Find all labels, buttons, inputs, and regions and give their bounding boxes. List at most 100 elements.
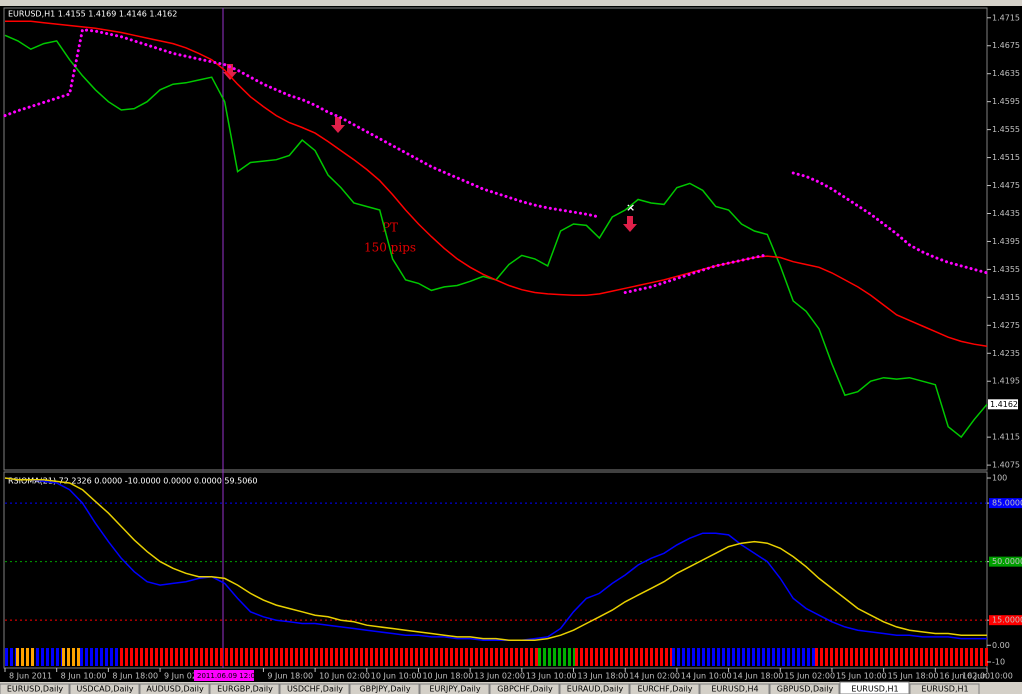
state-bar <box>265 648 268 666</box>
state-bar <box>767 648 770 666</box>
state-bar <box>255 648 258 666</box>
state-bar <box>41 648 44 666</box>
state-bar <box>360 648 363 666</box>
tab[interactable] <box>349 683 420 694</box>
state-bar <box>717 648 720 666</box>
state-bar <box>430 648 433 666</box>
tab[interactable] <box>629 683 700 694</box>
state-bar <box>475 648 478 666</box>
y-tick-label: 1.4635 <box>992 69 1020 78</box>
state-bar <box>175 648 178 666</box>
x-tick-label: 8 Jun 2011 <box>9 672 52 681</box>
tab-label[interactable]: USDCHF,Daily <box>287 685 343 694</box>
state-bar <box>553 648 556 666</box>
tab[interactable] <box>769 683 840 694</box>
x-tick-label: 15 Jun 18:00 <box>888 672 939 681</box>
tab-label[interactable]: EURJPY,Daily <box>429 685 480 694</box>
state-bar <box>985 648 988 666</box>
tab-label[interactable]: USDCAD,Daily <box>76 685 133 694</box>
tab-label[interactable]: EURCHF,Daily <box>637 685 692 694</box>
tab-label[interactable]: GBPCHF,Daily <box>497 685 553 694</box>
state-bar <box>610 648 613 666</box>
state-bar <box>165 648 168 666</box>
state-bar <box>890 648 893 666</box>
tab[interactable] <box>489 683 560 694</box>
state-bar <box>435 648 438 666</box>
tab[interactable] <box>139 683 210 694</box>
state-bar <box>865 648 868 666</box>
state-bar <box>10 648 13 666</box>
state-bar <box>350 648 353 666</box>
tab[interactable] <box>279 683 350 694</box>
x-tick-label: 10 Jun 10:00 <box>371 672 422 681</box>
chart-title: EURUSD,H1 1.4155 1.4169 1.4146 1.4162 <box>8 10 177 19</box>
state-bar <box>935 648 938 666</box>
state-bar <box>190 648 193 666</box>
tab-label[interactable]: GBPUSD,Daily <box>777 685 834 694</box>
tab[interactable] <box>839 681 910 694</box>
state-bar <box>215 648 218 666</box>
state-bar <box>677 648 680 666</box>
y-tick-label: 1.4515 <box>992 153 1020 162</box>
state-bar <box>245 648 248 666</box>
state-bar <box>558 648 561 666</box>
state-bar <box>640 648 643 666</box>
state-bar <box>672 648 675 666</box>
state-bar <box>965 648 968 666</box>
x-tick-label: 10 Jun 02:00 <box>319 672 370 681</box>
x-tick-label: 10 Jun 18:00 <box>422 672 473 681</box>
state-bar <box>145 648 148 666</box>
y-tick-label: 85.0000 <box>992 499 1022 508</box>
tab[interactable] <box>69 683 140 694</box>
indicator-title: RSIOMA(21) 72.2326 0.0000 -10.0000 0.000… <box>8 477 257 486</box>
tab-label[interactable]: EURUSD,H1 <box>851 685 898 694</box>
state-bar <box>538 648 541 666</box>
state-bar <box>830 648 833 666</box>
tab[interactable] <box>909 683 980 694</box>
tab[interactable] <box>419 683 490 694</box>
y-tick-label: 1.4195 <box>992 377 1020 386</box>
state-bar <box>955 648 958 666</box>
series-line <box>5 20 988 348</box>
state-bar <box>135 648 138 666</box>
tab-label[interactable]: EURGBP,Daily <box>217 685 273 694</box>
chart-window <box>0 6 1022 682</box>
state-bar <box>895 648 898 666</box>
state-bar <box>757 648 760 666</box>
y-tick-label: 50.0000 <box>992 557 1022 566</box>
y-tick-label: 1.4555 <box>992 125 1020 134</box>
state-bar <box>697 648 700 666</box>
tab[interactable] <box>209 683 280 694</box>
state-bar <box>742 648 745 666</box>
x-tick-label: 16 Jun 10:00 <box>962 672 1013 681</box>
x-tick-label: 16 Jun 02:00 <box>939 672 990 681</box>
state-bar <box>625 648 628 666</box>
state-bar <box>737 648 740 666</box>
state-bar <box>115 648 118 666</box>
state-bar <box>445 648 448 666</box>
state-bar <box>330 648 333 666</box>
tab[interactable] <box>559 683 630 694</box>
state-bar <box>410 648 413 666</box>
tab-label[interactable]: EURAUD,Daily <box>567 685 624 694</box>
state-bar <box>300 648 303 666</box>
tab-label[interactable]: AUDUSD,Daily <box>146 685 204 694</box>
x-tick-label: 14 Jun 02:00 <box>629 672 680 681</box>
level-box <box>989 615 1022 626</box>
state-bar <box>792 648 795 666</box>
arrows <box>223 64 637 232</box>
state-bar <box>600 648 603 666</box>
tab-label[interactable]: EURUSD,Daily <box>7 685 64 694</box>
state-bar <box>885 648 888 666</box>
state-bar <box>345 648 348 666</box>
tab-label[interactable]: EURUSD,H1 <box>921 685 968 694</box>
state-bar <box>375 648 378 666</box>
state-bar <box>465 648 468 666</box>
state-bar <box>812 648 815 666</box>
tab-label[interactable]: GBPJPY,Daily <box>359 685 410 694</box>
tab[interactable] <box>699 683 770 694</box>
state-bar <box>460 648 463 666</box>
tab-label[interactable]: EURUSD,H4 <box>711 685 758 694</box>
state-bar <box>230 648 233 666</box>
tab[interactable] <box>0 683 70 694</box>
